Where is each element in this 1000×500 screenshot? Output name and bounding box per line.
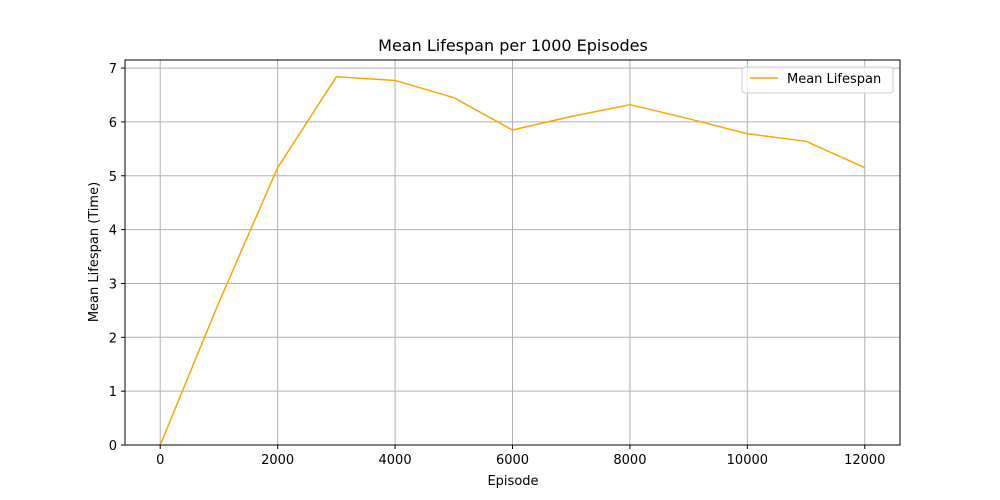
x-tick-label: 8000 [613,453,646,468]
y-axis-label: Mean Lifespan (Time) [87,182,102,322]
x-tick-label: 12000 [844,453,885,468]
x-axis-label: Episode [487,474,538,489]
series-line [159,75,866,446]
legend: Mean Lifespan [741,66,894,94]
y-tick-label: 2 [109,331,117,346]
x-tick-label: 4000 [379,453,412,468]
chart-title: Mean Lifespan per 1000 Episodes [378,36,648,55]
x-tick-label: 10000 [727,453,768,468]
y-tick-label: 6 [109,116,117,131]
y-tick-label: 3 [109,277,117,292]
series-layer [159,75,866,446]
y-tick-label: 7 [109,62,117,77]
y-tick-label: 5 [109,170,117,185]
y-tick-label: 4 [109,224,117,239]
x-tick-label: 0 [156,453,164,468]
legend-label: Mean Lifespan [787,72,881,87]
y-tick-label: 1 [109,385,117,400]
legend-box [741,66,894,94]
x-tick-label: 6000 [496,453,529,468]
x-tick-label: 2000 [261,453,294,468]
y-tick-label: 0 [109,439,117,454]
axis-ticks: 0 2000 4000 6000 8000 10000 12000 0 1 2 3 4 5 6 7 [109,62,886,468]
